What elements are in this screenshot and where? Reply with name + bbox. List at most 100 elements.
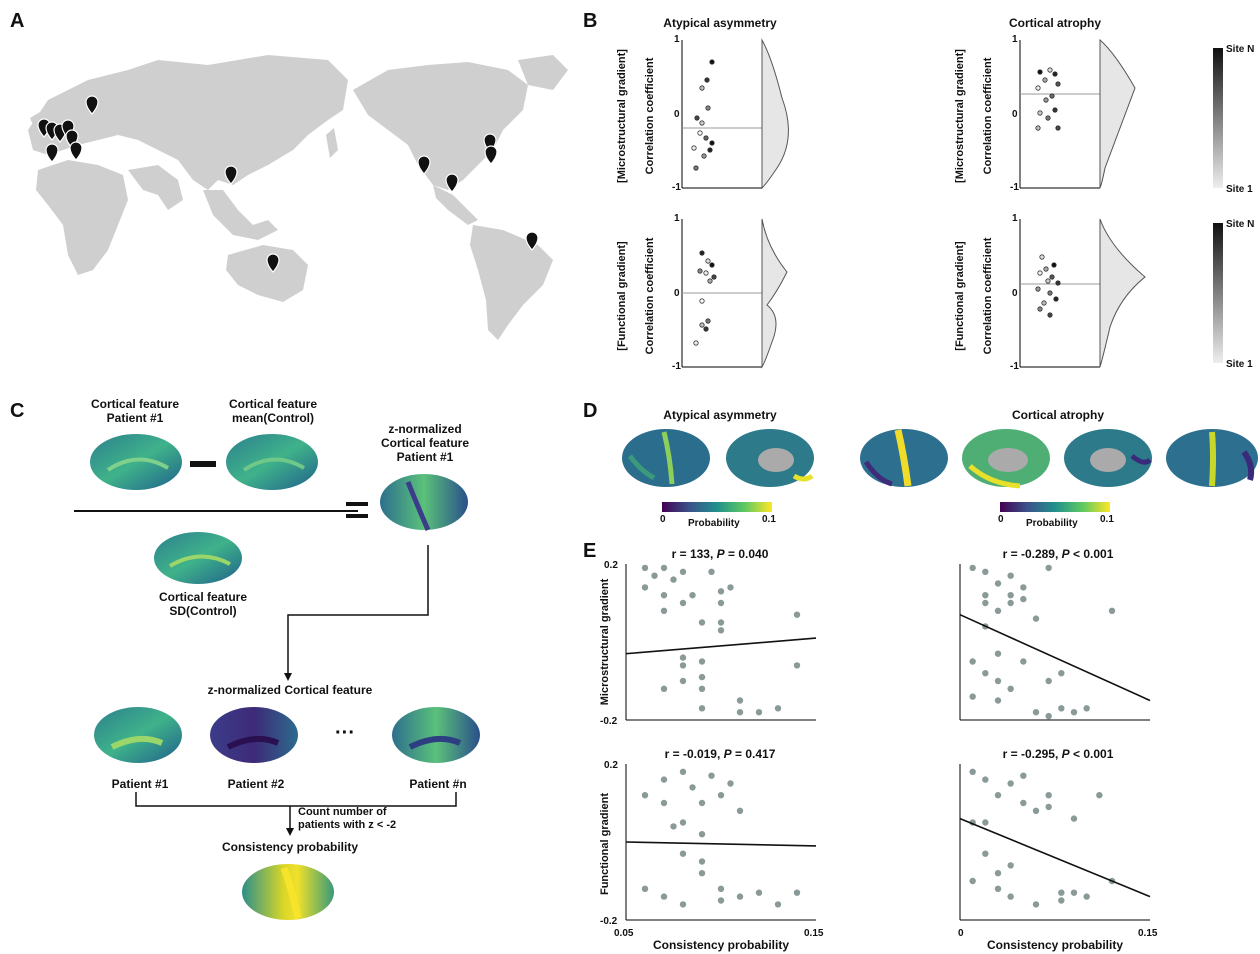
b-ylabel-2: Correlation coefficient — [644, 237, 656, 355]
d-brain-atrophy-4 — [1166, 429, 1258, 487]
d-cbar1-label: Probability — [688, 518, 740, 529]
d-colorbar-asym — [662, 502, 772, 512]
brain-mean-control — [226, 434, 318, 490]
scatter-point — [1058, 897, 1065, 904]
scatter-point — [736, 807, 744, 814]
scatter-point — [755, 709, 763, 716]
brain-patient-n — [392, 707, 480, 763]
location-pin-icon — [266, 253, 280, 273]
location-pin-icon — [224, 165, 238, 185]
scatter-point — [660, 564, 668, 572]
scatter-point — [1032, 615, 1040, 622]
e3-ytick-top: 0.2 — [604, 760, 618, 771]
c-patient-n-label: Patient #n — [409, 777, 467, 791]
scatter-point — [717, 599, 725, 607]
d-brain-atrophy-2 — [962, 429, 1050, 489]
scatter-point — [1007, 893, 1014, 900]
scatter-point — [698, 705, 706, 712]
scatter-point — [660, 893, 668, 900]
b4-tick-1: 1 — [1012, 213, 1018, 224]
panel-b-label: B — [583, 10, 598, 32]
d-title-atrophy: Cortical atrophy — [1011, 408, 1104, 422]
scatter-point — [717, 627, 725, 634]
b1-tick-neg1: -1 — [672, 182, 681, 193]
scatter-point — [969, 768, 976, 775]
site-colorbar-top — [1213, 48, 1223, 188]
d-brain-asym-lateral — [622, 429, 710, 487]
b-row-label-micro-1: [Microstructural gradient] — [616, 49, 628, 183]
scatter-point — [660, 607, 668, 614]
b3-tick-0: 0 — [674, 288, 680, 299]
b-title-asymmetry: Atypical asymmetry — [663, 16, 777, 30]
e-xlabel-left: Consistency probability — [652, 938, 790, 952]
e3-ytick-bottom: -0.2 — [600, 916, 618, 927]
scatter-point — [1007, 862, 1014, 869]
colorbar-top-label-n: Site N — [1226, 44, 1255, 55]
location-pin-icon — [45, 143, 59, 163]
b-title-atrophy: Cortical atrophy — [1008, 16, 1101, 30]
scatter-point — [727, 780, 734, 787]
b4-tick-neg1: -1 — [1010, 361, 1019, 372]
b-plot-func-asym — [681, 218, 788, 369]
scatter-point — [1045, 677, 1052, 685]
scatter-point — [698, 858, 706, 865]
b1-tick-0: 0 — [674, 109, 680, 120]
colorbar-bottom-label-1: Site 1 — [1226, 359, 1253, 370]
scatter-point — [660, 685, 668, 692]
e-xtick-right-min: 0 — [958, 928, 964, 939]
scatter-point — [698, 831, 706, 838]
scatter-point — [994, 650, 1002, 657]
scatter-point — [698, 870, 706, 877]
scatter-point — [736, 697, 744, 704]
scatter-point — [670, 823, 677, 830]
b1-tick-1: 1 — [674, 34, 680, 45]
b-row-label-func-1: [Functional gradient] — [616, 241, 628, 351]
scatter-point — [1032, 901, 1040, 908]
d-cbar2-label: Probability — [1026, 518, 1078, 529]
minus-sign — [190, 461, 216, 467]
e-stat-4: r = -0.295, P < 0.001 — [1002, 747, 1114, 761]
e-stat-3: r = -0.019, P = 0.417 — [664, 747, 776, 761]
panel-a-label: A — [10, 10, 25, 32]
scatter-point — [727, 584, 734, 591]
scatter-point — [994, 885, 1002, 892]
c-mean-control-label: Cortical feature mean(Control) — [228, 397, 318, 425]
c-z-patient-label: z-normalized Cortical feature Patient #1 — [380, 422, 470, 464]
scatter-point — [689, 592, 696, 599]
fit-line — [959, 817, 1151, 898]
location-pin-icon — [525, 231, 539, 251]
c-consistency-label: Consistency probability — [221, 840, 359, 854]
scatter-point — [793, 611, 801, 618]
b-ylabel-3: Correlation coefficient — [982, 57, 994, 175]
scatter-point — [641, 584, 649, 591]
c-connector — [284, 545, 429, 681]
e-scatter-4 — [959, 764, 1151, 921]
scatter-point — [1083, 893, 1090, 900]
brain-patient-2 — [210, 707, 298, 763]
colorbar-bottom-label-n: Site N — [1226, 219, 1255, 230]
scatter-point — [1083, 705, 1090, 712]
scatter-point — [679, 768, 687, 775]
b-row-label-func-2: [Functional gradient] — [954, 241, 966, 351]
scatter-point — [1058, 705, 1065, 712]
scatter-point — [679, 568, 687, 575]
scatter-point — [679, 599, 687, 607]
e-ylabel-func: Functional gradient — [599, 792, 611, 896]
e1-ytick-bottom: -0.2 — [600, 716, 618, 727]
b-row-label-micro-2: [Microstructural gradient] — [954, 49, 966, 183]
b-ylabel-4: Correlation coefficient — [982, 237, 994, 355]
b-ylabel-1: Correlation coefficient — [644, 57, 656, 175]
scatter-point — [708, 568, 715, 575]
scatter-point — [1058, 889, 1065, 896]
brain-z-patient — [380, 474, 468, 531]
b-plot-micro-atrophy — [1019, 38, 1136, 189]
equals-sign-top — [346, 502, 368, 506]
fit-line — [959, 613, 1151, 702]
colorbar-top-label-1: Site 1 — [1226, 184, 1253, 195]
scatter-point — [736, 709, 744, 716]
scatter-point — [717, 588, 725, 595]
scatter-point — [755, 889, 763, 896]
b4-tick-0: 0 — [1012, 288, 1018, 299]
c-patient-2-label: Patient #2 — [227, 777, 285, 791]
fit-line — [625, 841, 817, 847]
